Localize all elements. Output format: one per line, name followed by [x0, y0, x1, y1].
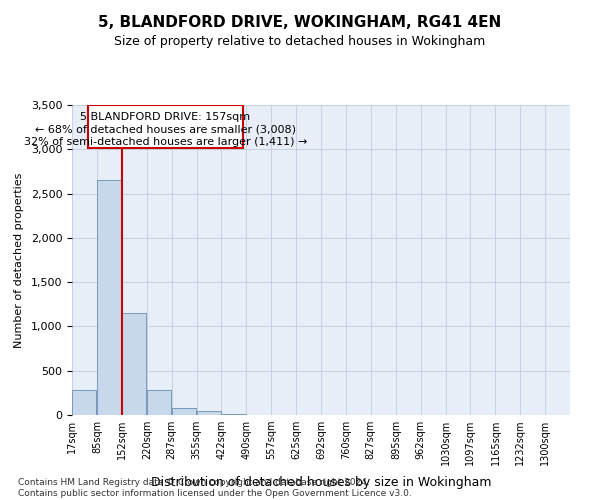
Text: 5 BLANDFORD DRIVE: 157sqm: 5 BLANDFORD DRIVE: 157sqm: [80, 112, 250, 122]
Text: Size of property relative to detached houses in Wokingham: Size of property relative to detached ho…: [115, 35, 485, 48]
Bar: [122, 313, 146, 415]
X-axis label: Distribution of detached houses by size in Wokingham: Distribution of detached houses by size …: [151, 476, 491, 490]
Text: 32% of semi-detached houses are larger (1,411) →: 32% of semi-detached houses are larger (…: [23, 136, 307, 146]
Bar: [172, 408, 196, 415]
Bar: [221, 414, 246, 415]
Bar: [197, 412, 221, 415]
Bar: [147, 390, 171, 415]
Text: ← 68% of detached houses are smaller (3,008): ← 68% of detached houses are smaller (3,…: [35, 124, 296, 134]
Bar: [97, 180, 121, 415]
Bar: [72, 390, 97, 415]
Y-axis label: Number of detached properties: Number of detached properties: [14, 172, 24, 348]
Text: Contains HM Land Registry data © Crown copyright and database right 2024.
Contai: Contains HM Land Registry data © Crown c…: [18, 478, 412, 498]
Text: 5, BLANDFORD DRIVE, WOKINGHAM, RG41 4EN: 5, BLANDFORD DRIVE, WOKINGHAM, RG41 4EN: [98, 15, 502, 30]
FancyBboxPatch shape: [88, 105, 243, 148]
